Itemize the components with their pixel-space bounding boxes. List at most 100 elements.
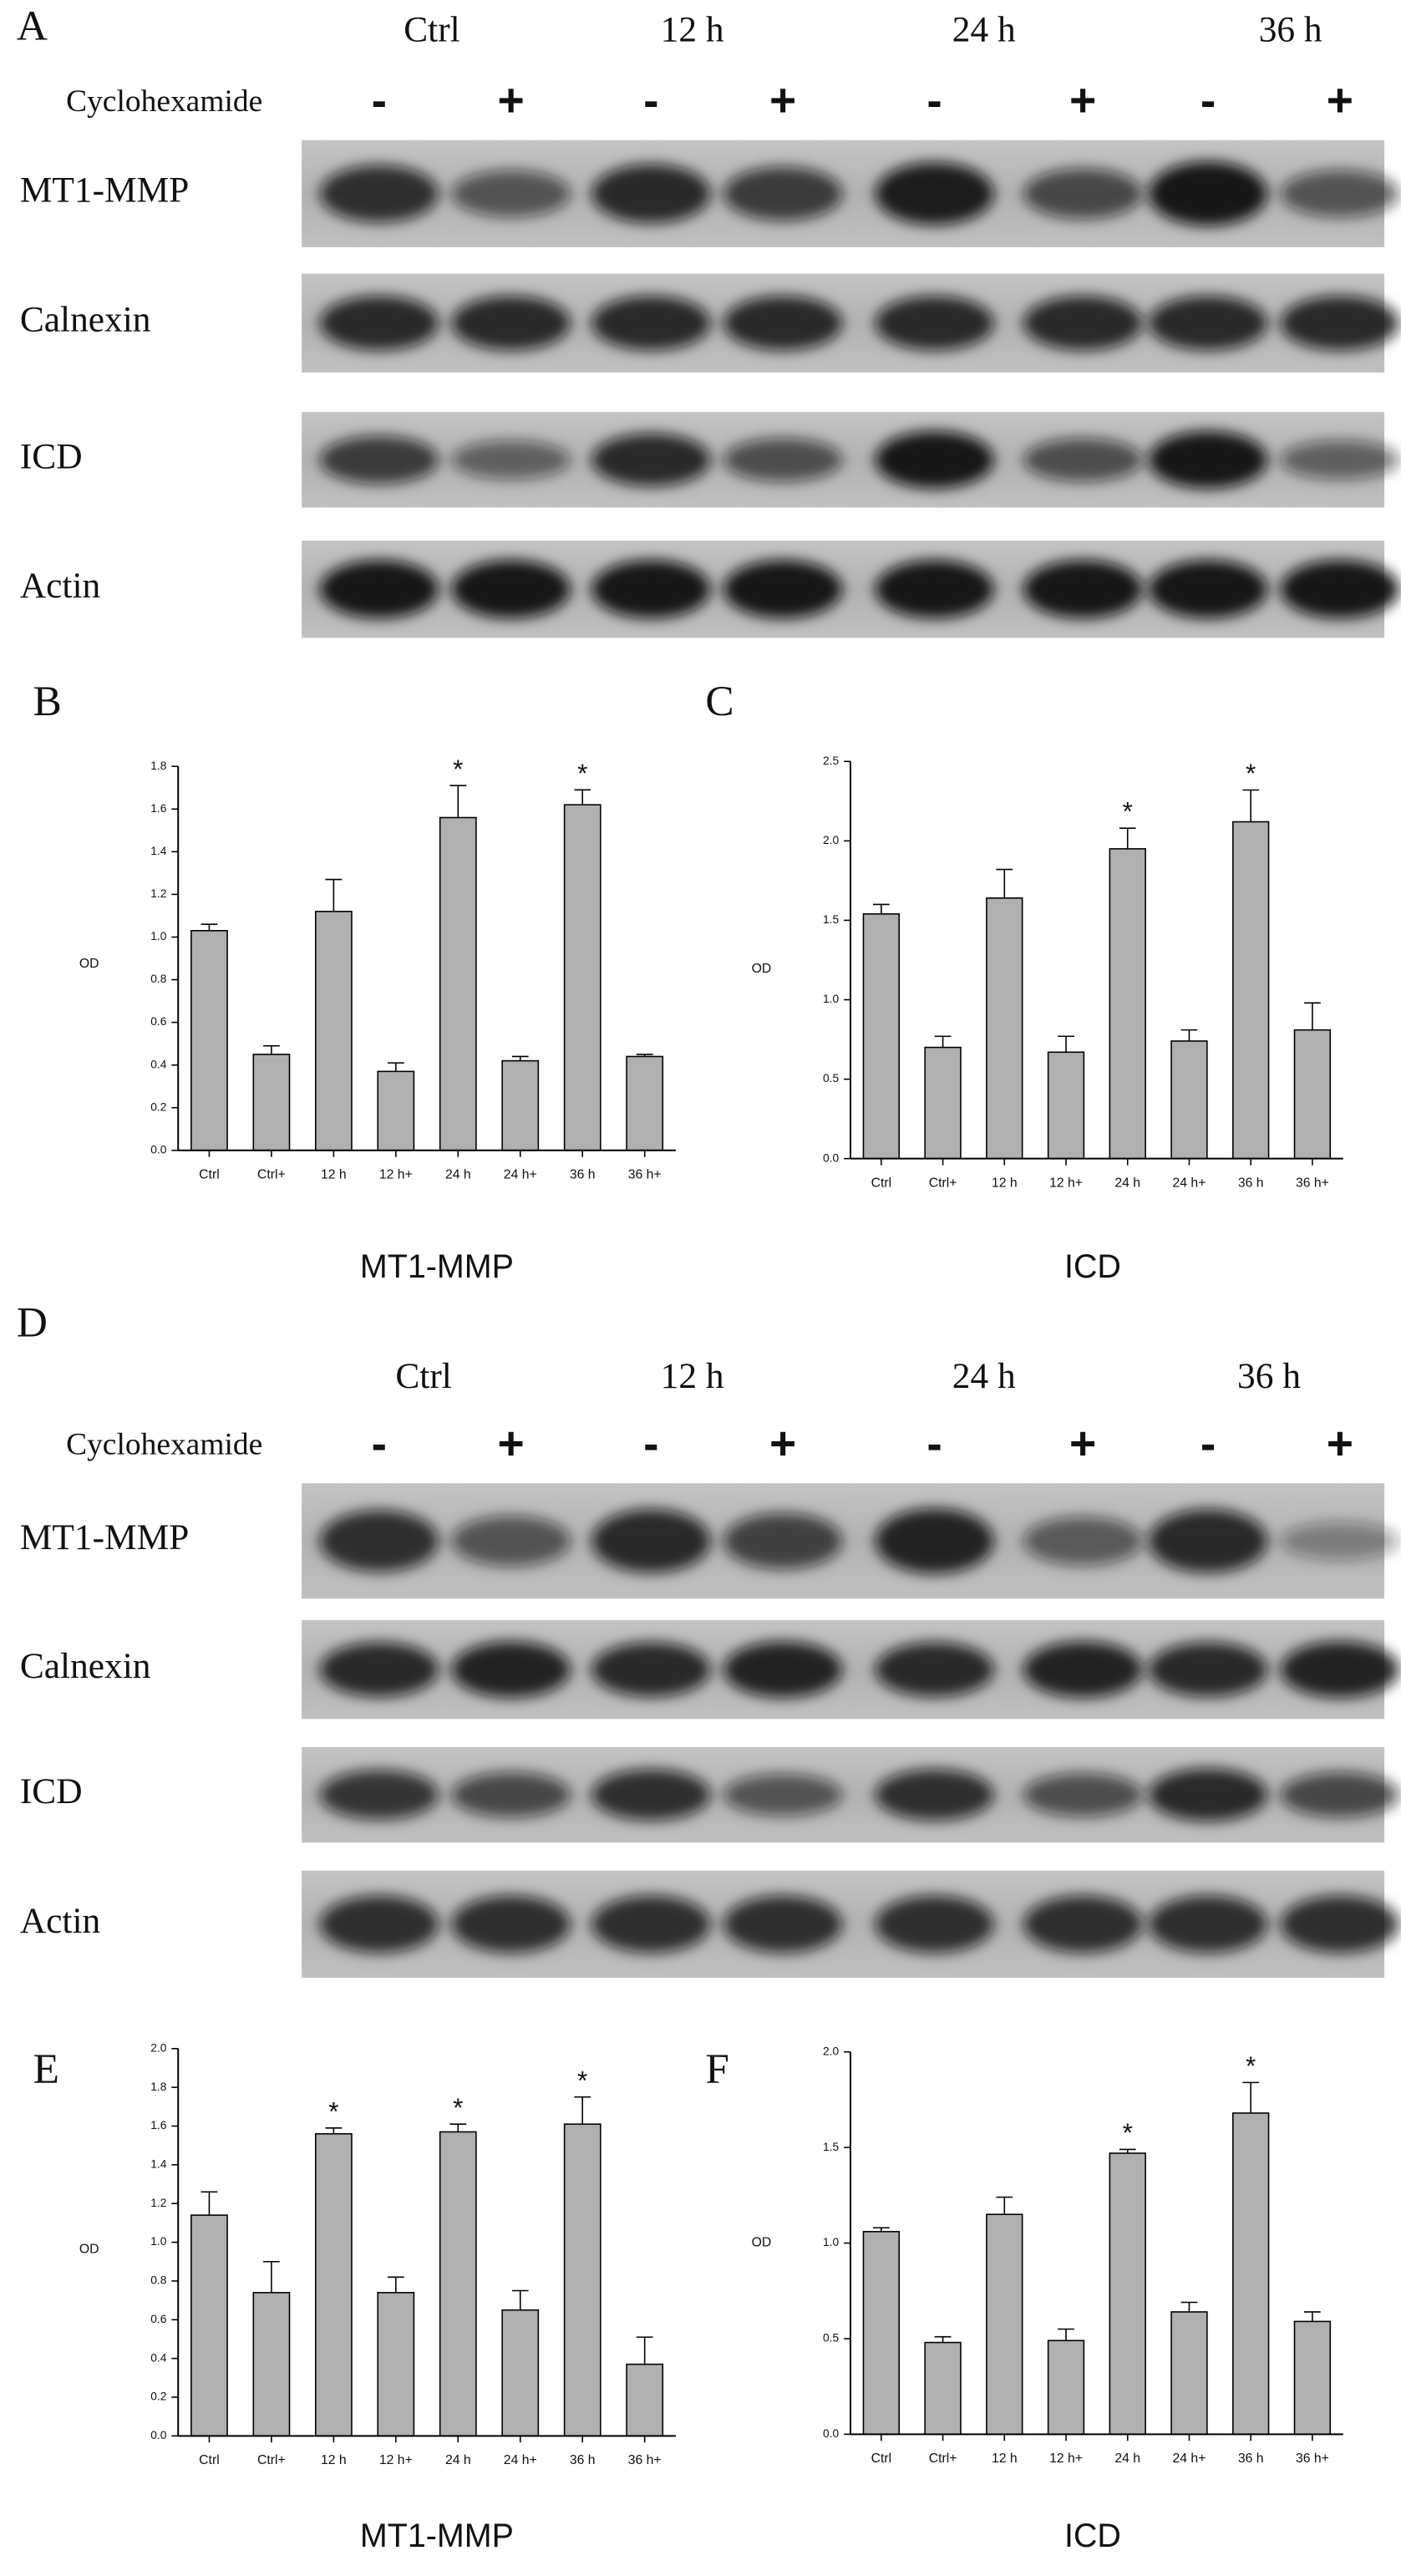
x-tick-label: 24 h+ <box>1173 1176 1206 1190</box>
blot-band <box>319 1510 439 1573</box>
significance-mark: * <box>577 2065 587 2095</box>
error-bar <box>1304 2311 1321 2322</box>
error-bar <box>1180 1029 1198 1041</box>
blot-band <box>1149 560 1268 619</box>
y-tick-label: 1.2 <box>150 2197 166 2209</box>
error-bar <box>574 789 591 805</box>
y-tick-label: 0.4 <box>150 1058 167 1070</box>
y-tick-label: 0.4 <box>150 2351 167 2364</box>
y-axis-label: OD <box>79 2243 99 2257</box>
error-bar <box>1119 827 1136 849</box>
y-tick-label: 1.0 <box>823 2236 840 2248</box>
error-bar <box>1242 2081 1260 2113</box>
y-tick-label: 1.6 <box>150 802 167 815</box>
y-tick-label: 0.5 <box>823 1072 840 1085</box>
treatment-sign: + <box>498 1417 525 1469</box>
significance-mark: * <box>1123 2117 1133 2147</box>
y-tick-label: 1.2 <box>150 887 166 900</box>
y-axis-label: OD <box>752 2236 772 2250</box>
blot-band <box>1280 439 1399 480</box>
y-tick-label: 1.5 <box>823 913 840 926</box>
error-bar <box>449 785 467 818</box>
timepoint-label: Ctrl <box>395 1356 451 1396</box>
blot-bands <box>319 1641 1399 1698</box>
error-bar <box>263 1044 280 1054</box>
blot-band <box>875 431 994 489</box>
blot-band <box>319 435 439 485</box>
treatment-sign: - <box>1200 74 1216 126</box>
error-bar <box>387 2276 404 2293</box>
blot-band <box>451 439 571 480</box>
timepoint-label: 24 h <box>952 9 1016 49</box>
y-tick-label: 0.0 <box>150 1143 167 1156</box>
timepoint-label: 36 h <box>1259 9 1322 49</box>
timepoint-label: 24 h <box>952 1356 1016 1396</box>
blot-band <box>319 1770 439 1820</box>
bar <box>439 816 477 1151</box>
significance-mark: * <box>453 2092 463 2122</box>
y-tick-label: 2.5 <box>823 755 840 767</box>
blot-band <box>1149 1509 1268 1573</box>
bar <box>190 2214 228 2437</box>
y-tick-label: 0.2 <box>150 2391 166 2403</box>
x-tick-label: 24 h+ <box>504 2453 537 2467</box>
treatment-sign: + <box>498 74 525 126</box>
error-bar <box>325 2127 343 2134</box>
blot-band <box>1149 431 1268 489</box>
treatment-sign: - <box>1200 1417 1216 1469</box>
blot-band <box>1149 161 1268 226</box>
y-tick-label: 1.0 <box>150 930 167 943</box>
error-bar <box>996 868 1013 898</box>
chart-title: MT1-MMP <box>360 2518 514 2554</box>
blot-row-label: Calnexin <box>20 300 151 340</box>
chart-title: ICD <box>1064 2518 1121 2554</box>
x-tick-label: Ctrl <box>871 1176 892 1190</box>
blot-band <box>1023 1772 1143 1817</box>
blot-band <box>319 295 439 351</box>
y-tick-label: 0.6 <box>150 1015 167 1028</box>
blot-band <box>1280 1522 1399 1560</box>
treatment-sign: + <box>1327 74 1353 126</box>
treatment-sign: - <box>372 74 387 126</box>
error-bar <box>387 1062 404 1072</box>
error-bar <box>636 2336 653 2365</box>
blot-band <box>1280 560 1399 619</box>
blot-band <box>1280 1895 1399 1954</box>
error-bar <box>1180 2301 1198 2312</box>
blot-band <box>1280 1641 1399 1698</box>
x-tick-label: 12 h <box>321 2453 347 2467</box>
panel-label: B <box>33 678 62 725</box>
blot-bands <box>319 295 1399 351</box>
x-tick-label: Ctrl <box>199 2453 220 2467</box>
y-tick-label: 1.0 <box>823 993 840 1005</box>
blot-band <box>1149 1642 1268 1697</box>
treatment-label: Cyclohexamide <box>66 1427 262 1461</box>
x-tick-label: Ctrl <box>871 2452 892 2466</box>
x-tick-label: Ctrl+ <box>257 2453 286 2467</box>
treatment-sign: - <box>372 1417 387 1469</box>
blot-band <box>723 295 843 351</box>
bar <box>862 2231 901 2436</box>
x-tick-label: 36 h+ <box>628 2453 662 2467</box>
blot-band <box>451 1895 571 1954</box>
treatment-sign: + <box>769 74 796 126</box>
bar <box>1170 2311 1208 2436</box>
bar <box>501 2309 540 2437</box>
panel-label: F <box>705 2045 729 2093</box>
significance-mark: * <box>453 754 463 784</box>
bar <box>252 2292 291 2437</box>
bar <box>314 911 353 1151</box>
timepoint-label: 36 h <box>1237 1356 1301 1396</box>
error-bar <box>449 2123 467 2132</box>
blot-band <box>1280 295 1399 351</box>
blot-band <box>1023 295 1143 351</box>
chart-title: ICD <box>1064 1248 1121 1285</box>
blot-bands <box>319 560 1399 619</box>
blot-band <box>319 165 439 223</box>
error-bar <box>1058 2328 1074 2341</box>
treatment-sign: - <box>926 1417 942 1469</box>
significance-mark: * <box>328 2096 338 2126</box>
error-bar <box>934 2335 952 2343</box>
timepoint-label: Ctrl <box>404 9 459 49</box>
blot-band <box>1023 1641 1143 1698</box>
